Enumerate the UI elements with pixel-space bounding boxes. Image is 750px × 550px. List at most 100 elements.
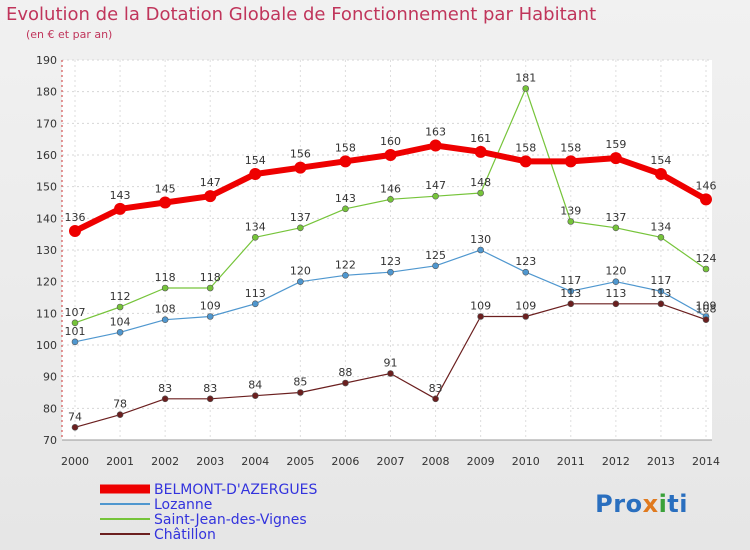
data-label-lozanne: 123 (380, 255, 401, 268)
x-tick-label: 2003 (196, 455, 224, 468)
data-point-saint-jean-des-vignes (161, 284, 169, 292)
data-label-lozanne: 109 (696, 300, 717, 313)
data-point-saint-jean-des-vignes (71, 319, 79, 327)
y-tick-label: 70 (43, 434, 57, 447)
data-label-belmont-d-azergues: 146 (696, 179, 717, 192)
data-point-belmont-d-azergues (654, 168, 667, 180)
data-point-chatillon (387, 370, 394, 377)
data-point-lozanne (612, 278, 620, 285)
data-label-belmont-d-azergues: 154 (650, 154, 671, 167)
legend-label: Lozanne (154, 497, 212, 513)
data-point-belmont-d-azergues (564, 155, 577, 168)
proxiti-logo: Proxiti (595, 490, 688, 518)
data-point-lozanne (71, 338, 79, 346)
x-tick-label: 2002 (151, 455, 179, 468)
data-point-belmont-d-azergues (69, 225, 81, 237)
data-label-chatillon: 113 (650, 287, 671, 300)
data-point-saint-jean-des-vignes (702, 265, 710, 273)
data-label-saint-jean-des-vignes: 134 (650, 220, 671, 233)
data-point-chatillon (297, 389, 304, 396)
data-point-chatillon (251, 392, 259, 399)
data-label-lozanne: 101 (65, 325, 86, 338)
data-label-saint-jean-des-vignes: 137 (605, 211, 626, 224)
data-label-chatillon: 83 (158, 382, 172, 395)
data-label-belmont-d-azergues: 158 (515, 141, 536, 154)
data-label-chatillon: 109 (470, 300, 491, 313)
data-point-lozanne (567, 287, 575, 295)
data-label-lozanne: 117 (560, 274, 581, 287)
data-label-saint-jean-des-vignes: 124 (696, 252, 717, 265)
data-label-lozanne: 113 (245, 287, 266, 300)
data-label-belmont-d-azergues: 160 (380, 135, 401, 148)
data-point-chatillon (161, 395, 169, 403)
data-label-chatillon: 74 (68, 410, 82, 423)
y-tick-label: 180 (36, 86, 57, 99)
chart-title: Evolution de la Dotation Globale de Fonc… (6, 4, 597, 25)
data-point-saint-jean-des-vignes (251, 234, 259, 241)
data-label-lozanne: 120 (290, 265, 311, 278)
data-label-belmont-d-azergues: 136 (65, 211, 86, 224)
data-point-saint-jean-des-vignes (477, 189, 484, 197)
data-label-saint-jean-des-vignes: 181 (515, 72, 536, 85)
data-point-lozanne (206, 313, 214, 320)
data-label-belmont-d-azergues: 145 (155, 183, 176, 196)
data-point-chatillon (71, 424, 79, 431)
y-tick-label: 120 (36, 276, 57, 289)
data-label-saint-jean-des-vignes: 137 (290, 211, 311, 224)
data-point-belmont-d-azergues (519, 155, 532, 168)
x-tick-label: 2007 (377, 455, 405, 468)
data-point-saint-jean-des-vignes (206, 284, 214, 292)
data-point-chatillon (612, 300, 620, 308)
data-label-chatillon: 84 (248, 379, 262, 392)
y-tick-label: 90 (43, 371, 57, 384)
data-point-belmont-d-azergues (294, 161, 307, 174)
data-point-belmont-d-azergues (339, 155, 352, 168)
data-point-saint-jean-des-vignes (657, 234, 665, 241)
x-tick-label: 2009 (467, 455, 495, 468)
data-point-saint-jean-des-vignes (567, 218, 575, 225)
data-label-saint-jean-des-vignes: 148 (470, 176, 491, 189)
x-tick-label: 2010 (512, 455, 540, 468)
data-point-saint-jean-des-vignes (432, 192, 439, 200)
data-point-chatillon (206, 395, 214, 403)
data-point-belmont-d-azergues (609, 152, 622, 165)
data-point-chatillon (567, 300, 575, 308)
data-label-saint-jean-des-vignes: 143 (335, 192, 356, 205)
data-label-saint-jean-des-vignes: 112 (110, 290, 131, 303)
data-point-chatillon (432, 395, 439, 403)
data-point-belmont-d-azergues (204, 190, 217, 203)
data-point-belmont-d-azergues (474, 145, 487, 158)
y-tick-label: 80 (43, 402, 57, 415)
data-point-belmont-d-azergues (114, 202, 127, 215)
data-point-belmont-d-azergues (159, 196, 172, 209)
data-label-saint-jean-des-vignes: 118 (155, 271, 176, 284)
data-point-lozanne (432, 262, 439, 270)
data-label-belmont-d-azergues: 163 (425, 126, 446, 139)
data-label-saint-jean-des-vignes: 139 (560, 205, 581, 218)
data-point-lozanne (657, 287, 665, 295)
y-tick-label: 150 (36, 181, 57, 194)
data-label-saint-jean-des-vignes: 147 (425, 179, 446, 192)
data-label-belmont-d-azergues: 156 (290, 148, 311, 161)
data-label-saint-jean-des-vignes: 118 (200, 271, 221, 284)
data-label-belmont-d-azergues: 161 (470, 132, 491, 145)
data-label-lozanne: 120 (605, 265, 626, 278)
data-point-chatillon (522, 313, 530, 320)
data-point-belmont-d-azergues (249, 168, 262, 180)
y-tick-label: 190 (36, 54, 57, 67)
data-point-saint-jean-des-vignes (116, 303, 124, 311)
data-label-lozanne: 108 (155, 303, 176, 316)
legend-label: Saint-Jean-des-Vignes (154, 512, 307, 528)
data-label-chatillon: 83 (429, 382, 443, 395)
data-point-lozanne (297, 278, 304, 285)
data-label-saint-jean-des-vignes: 134 (245, 220, 266, 233)
data-point-lozanne (116, 329, 124, 336)
data-label-lozanne: 130 (470, 233, 491, 246)
data-label-belmont-d-azergues: 154 (245, 154, 266, 167)
data-point-chatillon (702, 316, 710, 323)
data-point-lozanne (342, 272, 349, 279)
y-tick-label: 160 (36, 149, 57, 162)
data-point-chatillon (342, 379, 349, 387)
